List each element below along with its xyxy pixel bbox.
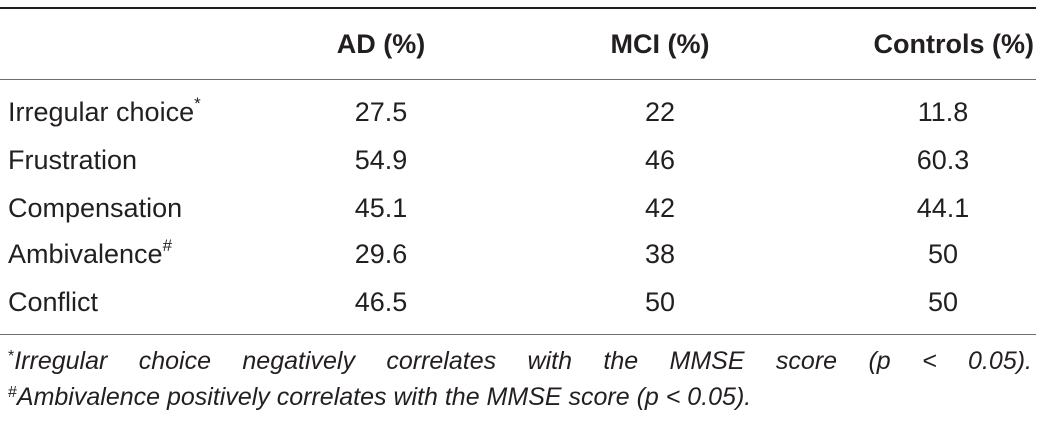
cell-irregular-choice-controls: 11.8: [917, 97, 969, 127]
header-controls: Controls (%): [873, 29, 1034, 59]
row-frustration-label: Frustration: [8, 144, 137, 176]
row-label-text: Compensation: [8, 193, 183, 223]
row-irregular-choice-label: Irregular choice*: [8, 94, 201, 128]
row-label-text: Ambivalence: [8, 239, 163, 269]
footnote-mark: *: [194, 94, 201, 113]
row-label-text: Frustration: [8, 145, 138, 175]
cell-ambivalence-mci: 38: [644, 239, 676, 269]
table-bottom-rule: [0, 334, 1036, 335]
cell-conflict-ad: 46.5: [354, 287, 408, 317]
cell-ambivalence-ad: 29.6: [354, 239, 408, 269]
footnote-text: Irregular choice negatively correlates w…: [14, 347, 1032, 375]
cell-frustration-controls: 60.3: [916, 145, 970, 175]
cell-irregular-choice-ad: 27.5: [354, 97, 408, 127]
row-compensation-label: Compensation: [8, 192, 182, 224]
row-label-text: Irregular choice: [8, 97, 195, 127]
cell-compensation-ad: 45.1: [354, 193, 408, 223]
header-ad: AD (%): [336, 29, 426, 59]
cell-conflict-mci: 50: [644, 287, 676, 317]
cell-irregular-choice-mci: 22: [644, 97, 676, 127]
row-ambivalence-label: Ambivalence#: [8, 236, 173, 270]
footnote-mark: *: [8, 348, 15, 365]
footnote-irregular-choice: *Irregular choice negatively correlates …: [8, 345, 1032, 381]
cell-frustration-ad: 54.9: [354, 145, 408, 175]
footnote-mark: #: [8, 384, 17, 401]
row-conflict-label: Conflict: [8, 286, 98, 318]
cell-compensation-mci: 42: [644, 193, 676, 223]
footnote-text: Ambivalence positively correlates with t…: [16, 383, 752, 411]
cell-conflict-controls: 50: [927, 287, 959, 317]
table-top-rule: [0, 7, 1036, 9]
footnote-ambivalence: #Ambivalence positively correlates with …: [8, 381, 1032, 417]
table-footnotes: *Irregular choice negatively correlates …: [8, 345, 1032, 417]
cell-compensation-controls: 44.1: [916, 193, 970, 223]
footnote-mark: #: [162, 236, 173, 255]
row-label-text: Conflict: [8, 287, 99, 317]
header-mci: MCI (%): [610, 29, 710, 59]
table-header-rule: [0, 79, 1036, 80]
cell-frustration-mci: 46: [644, 145, 676, 175]
cell-ambivalence-controls: 50: [927, 239, 959, 269]
